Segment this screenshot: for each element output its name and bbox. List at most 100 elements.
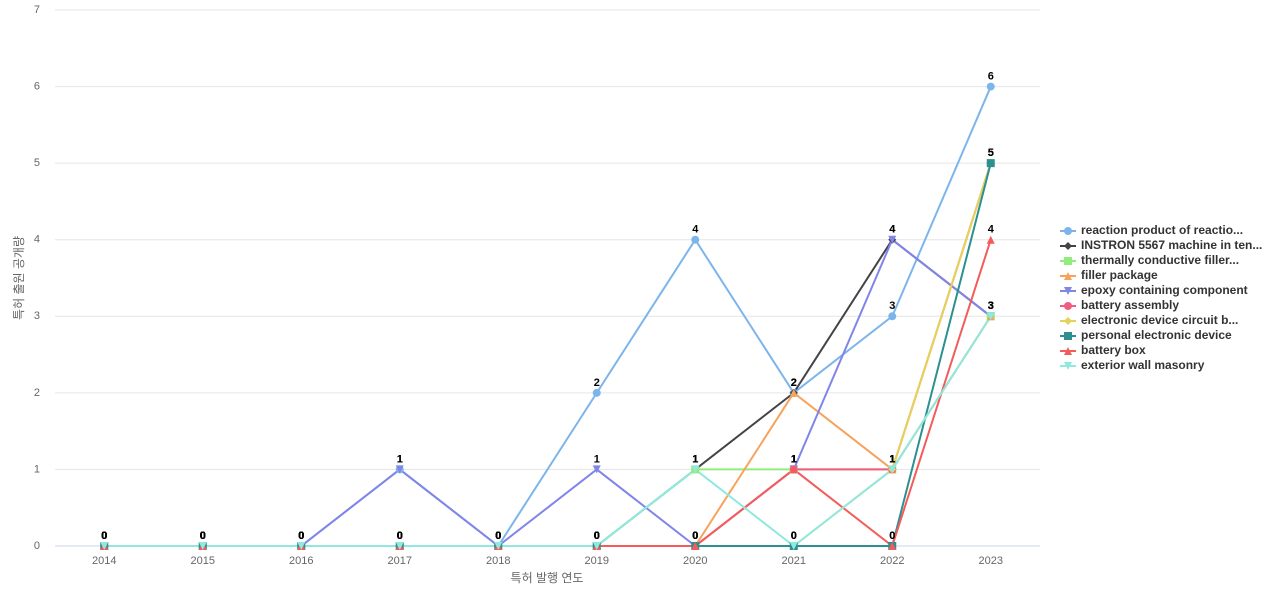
data-label: 0 bbox=[594, 530, 600, 542]
data-label: 0 bbox=[594, 530, 600, 542]
point bbox=[691, 542, 700, 550]
data-label: 3 bbox=[988, 300, 994, 312]
data-label: 0 bbox=[594, 530, 600, 542]
y-tick-label: 1 bbox=[34, 463, 40, 475]
data-label: 0 bbox=[594, 530, 600, 542]
data-label: 6 bbox=[988, 70, 994, 82]
point bbox=[888, 312, 897, 321]
data-label: 1 bbox=[692, 453, 698, 465]
legend-label: INSTRON 5567 machine in ten... bbox=[1081, 238, 1262, 252]
data-label: 0 bbox=[495, 530, 501, 542]
x-tick-label: 2019 bbox=[585, 555, 609, 567]
data-label: 3 bbox=[988, 300, 994, 312]
data-label: 0 bbox=[692, 530, 698, 542]
data-label: 0 bbox=[594, 530, 600, 542]
legend-label: electronic device circuit b... bbox=[1081, 313, 1238, 327]
data-label: 0 bbox=[101, 530, 107, 542]
data-label: 2 bbox=[791, 377, 797, 389]
data-label: 0 bbox=[692, 530, 698, 542]
data-label: 0 bbox=[200, 530, 206, 542]
data-label: 0 bbox=[692, 530, 698, 542]
data-label: 0 bbox=[495, 530, 501, 542]
legend-label: battery box bbox=[1081, 343, 1146, 357]
x-tick-label: 2017 bbox=[388, 555, 412, 567]
data-label: 0 bbox=[298, 530, 304, 542]
data-label: 0 bbox=[692, 530, 698, 542]
data-label: 0 bbox=[101, 530, 107, 542]
point bbox=[888, 465, 897, 474]
point bbox=[198, 542, 207, 550]
series-line bbox=[104, 315, 992, 547]
data-label: 0 bbox=[101, 530, 107, 542]
data-label: 0 bbox=[889, 530, 895, 542]
data-label: 0 bbox=[298, 530, 304, 542]
legend-label: filler package bbox=[1081, 268, 1158, 282]
data-label: 0 bbox=[298, 530, 304, 542]
data-label: 0 bbox=[397, 530, 403, 542]
point bbox=[986, 82, 995, 91]
data-label: 0 bbox=[101, 530, 107, 542]
legend-label: reaction product of reactio... bbox=[1081, 223, 1243, 237]
data-label: 4 bbox=[889, 224, 896, 236]
data-label: 0 bbox=[298, 530, 304, 542]
data-label: 0 bbox=[200, 530, 206, 542]
data-label: 1 bbox=[791, 453, 797, 465]
data-label: 1 bbox=[594, 453, 600, 465]
data-label: 0 bbox=[397, 530, 403, 542]
data-label: 0 bbox=[495, 530, 501, 542]
data-label: 0 bbox=[298, 530, 304, 542]
x-tick-label: 2016 bbox=[289, 555, 313, 567]
data-label: 1 bbox=[791, 453, 797, 465]
data-label: 0 bbox=[495, 530, 501, 542]
point bbox=[691, 465, 700, 474]
legend-label: personal electronic device bbox=[1081, 328, 1232, 342]
point bbox=[1064, 257, 1072, 265]
series-line bbox=[104, 162, 992, 547]
data-label: 0 bbox=[495, 530, 501, 542]
data-label: 0 bbox=[397, 530, 403, 542]
data-label: 5 bbox=[988, 147, 994, 159]
data-label: 2 bbox=[791, 377, 797, 389]
point bbox=[789, 542, 798, 550]
data-label: 0 bbox=[200, 530, 206, 542]
legend-label: exterior wall masonry bbox=[1081, 358, 1205, 372]
point bbox=[691, 235, 700, 244]
data-label: 0 bbox=[298, 530, 304, 542]
data-label: 0 bbox=[397, 530, 403, 542]
point bbox=[592, 542, 601, 550]
point bbox=[1064, 302, 1072, 310]
data-label: 2 bbox=[594, 377, 600, 389]
x-tick-label: 2020 bbox=[683, 555, 707, 567]
y-tick-label: 3 bbox=[34, 310, 40, 322]
data-label: 0 bbox=[594, 530, 600, 542]
series-line bbox=[104, 162, 992, 547]
data-label: 3 bbox=[988, 300, 994, 312]
data-label: 1 bbox=[889, 453, 895, 465]
data-label: 0 bbox=[397, 530, 403, 542]
point bbox=[1064, 287, 1072, 295]
data-label: 0 bbox=[200, 530, 206, 542]
data-label: 0 bbox=[495, 530, 501, 542]
data-label: 4 bbox=[988, 224, 995, 236]
data-label: 3 bbox=[988, 300, 994, 312]
data-label: 0 bbox=[397, 530, 403, 542]
data-label: 0 bbox=[495, 530, 501, 542]
x-tick-label: 2022 bbox=[880, 555, 904, 567]
data-label: 1 bbox=[889, 453, 895, 465]
data-label: 0 bbox=[101, 530, 107, 542]
data-label: 1 bbox=[397, 453, 403, 465]
series-line bbox=[104, 315, 992, 548]
data-label: 0 bbox=[298, 530, 304, 542]
data-label: 0 bbox=[200, 530, 206, 542]
data-label: 4 bbox=[692, 224, 699, 236]
data-label: 1 bbox=[889, 453, 895, 465]
point bbox=[888, 235, 897, 244]
data-label: 1 bbox=[692, 453, 698, 465]
y-tick-label: 0 bbox=[34, 540, 40, 552]
data-label: 0 bbox=[101, 530, 107, 542]
data-label: 3 bbox=[988, 300, 994, 312]
data-label: 0 bbox=[101, 530, 107, 542]
data-label: 5 bbox=[988, 147, 994, 159]
data-label: 0 bbox=[298, 530, 304, 542]
point bbox=[986, 235, 995, 244]
